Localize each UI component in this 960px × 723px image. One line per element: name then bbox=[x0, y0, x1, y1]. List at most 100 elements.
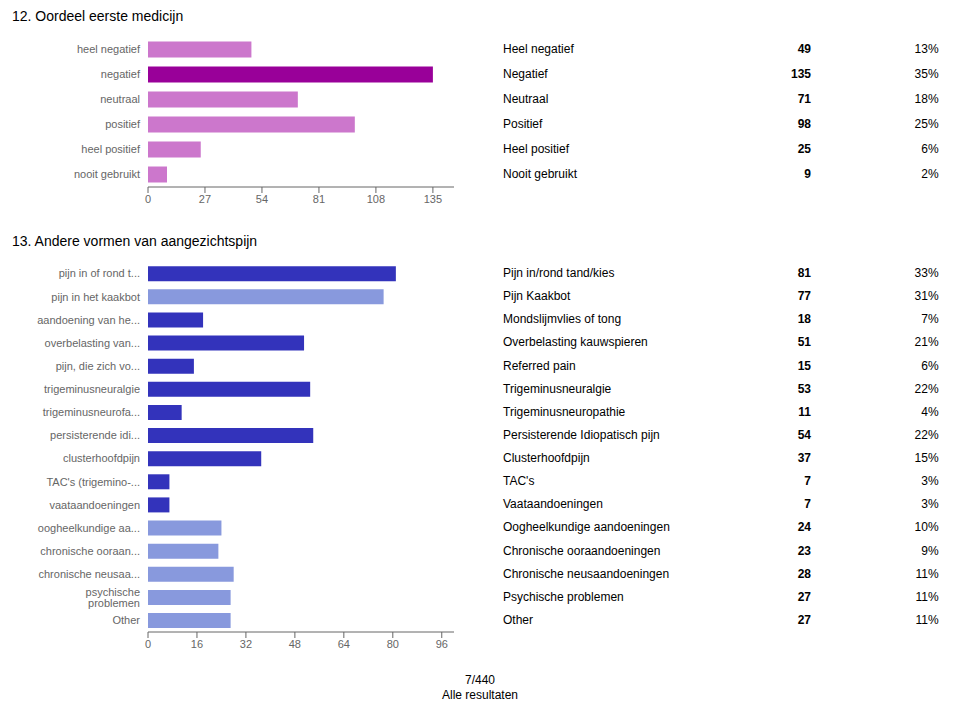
html-text:Neutraal: Neutraal bbox=[503, 92, 549, 106]
html-text:18: 18 bbox=[797, 312, 811, 327]
svg-text:108: 108 bbox=[367, 193, 385, 205]
html-text:13. Andere vormen van aangezic: 13. Andere vormen van aangezichtspijn bbox=[12, 233, 258, 249]
svg-text:vaataandoeningen: vaataandoeningen bbox=[49, 499, 140, 511]
svg-text:pijn in het kaakbot: pijn in het kaakbot bbox=[51, 291, 140, 303]
html-text:27: 27 bbox=[797, 589, 811, 604]
html-text:11%: 11% bbox=[915, 589, 939, 604]
svg-text:16: 16 bbox=[191, 638, 203, 650]
html-text:22%: 22% bbox=[914, 427, 939, 442]
svg-text:trigeminusneuralgie: trigeminusneuralgie bbox=[44, 383, 140, 395]
html-text:Trigeminusneuralgie: Trigeminusneuralgie bbox=[503, 381, 612, 396]
svg-text:aandoening van he...: aandoening van he... bbox=[37, 314, 140, 326]
html-text:31%: 31% bbox=[914, 289, 939, 304]
html-text:TAC's: TAC's bbox=[503, 474, 535, 489]
html-text:Pijn Kaakbot: Pijn Kaakbot bbox=[503, 289, 571, 304]
html-text:71: 71 bbox=[797, 92, 811, 106]
svg-text:0: 0 bbox=[145, 638, 151, 650]
html-text:Referred pain: Referred pain bbox=[503, 358, 576, 373]
svg-text:chronische neusaa...: chronische neusaa... bbox=[38, 568, 140, 580]
html-text:28: 28 bbox=[797, 566, 811, 581]
svg-text:54: 54 bbox=[256, 193, 268, 205]
html-text:18%: 18% bbox=[914, 92, 939, 106]
svg-text:psychischeproblemen: psychischeproblemen bbox=[86, 586, 140, 609]
html-text:77: 77 bbox=[797, 289, 811, 304]
html-text:54: 54 bbox=[797, 427, 811, 442]
html-text:21%: 21% bbox=[914, 335, 939, 350]
html-text:98: 98 bbox=[797, 117, 811, 131]
svg-text:135: 135 bbox=[424, 193, 442, 205]
html-text:Pijn in/rond tand/kies: Pijn in/rond tand/kies bbox=[503, 266, 615, 280]
svg-text:81: 81 bbox=[313, 193, 325, 205]
html-text:25: 25 bbox=[797, 142, 811, 156]
html-text:37: 37 bbox=[797, 451, 811, 465]
html-text:Vaataandoeningen: Vaataandoeningen bbox=[503, 497, 603, 512]
html-text:49: 49 bbox=[797, 42, 811, 56]
html-text:27: 27 bbox=[797, 612, 811, 627]
svg-text:positief: positief bbox=[105, 118, 141, 130]
html-text:Positief: Positief bbox=[503, 117, 543, 131]
svg-text:pijn, die zich vo...: pijn, die zich vo... bbox=[56, 360, 140, 372]
svg-text:persisterende idi...: persisterende idi... bbox=[50, 429, 140, 441]
html-text:Persisterende Idiopatisch pijn: Persisterende Idiopatisch pijn bbox=[503, 427, 660, 442]
html-text:25%: 25% bbox=[914, 117, 939, 131]
html-text:2%: 2% bbox=[921, 167, 939, 181]
svg-text:80: 80 bbox=[387, 638, 399, 650]
html-text:53: 53 bbox=[797, 381, 811, 396]
svg-text:heel positief: heel positief bbox=[81, 143, 141, 155]
html-text:Heel positief: Heel positief bbox=[503, 142, 569, 156]
svg-text:0: 0 bbox=[145, 193, 151, 205]
html-text:Trigeminusneuropathie: Trigeminusneuropathie bbox=[503, 404, 626, 419]
html-text:33%: 33% bbox=[914, 266, 939, 280]
svg-text:clusterhoofdpijn: clusterhoofdpijn bbox=[63, 452, 140, 464]
html-text:7/440: 7/440 bbox=[465, 673, 495, 687]
html-text:23: 23 bbox=[797, 543, 811, 558]
svg-text:64: 64 bbox=[338, 638, 350, 650]
html-text:15%: 15% bbox=[914, 451, 939, 465]
html-text:15: 15 bbox=[797, 358, 811, 373]
svg-text:Other: Other bbox=[112, 614, 140, 626]
svg-text:trigeminusneurofa...: trigeminusneurofa... bbox=[43, 406, 140, 418]
svg-text:TAC's (trigemino-...: TAC's (trigemino-... bbox=[46, 476, 140, 488]
html-text:Clusterhoofdpijn: Clusterhoofdpijn bbox=[503, 451, 590, 465]
svg-text:27: 27 bbox=[199, 193, 211, 205]
html-text:Psychische problemen: Psychische problemen bbox=[503, 589, 624, 604]
html-text:10%: 10% bbox=[914, 520, 939, 535]
svg-text:chronische ooraan...: chronische ooraan... bbox=[40, 545, 140, 557]
svg-text:48: 48 bbox=[289, 638, 301, 650]
html-text:6%: 6% bbox=[921, 142, 939, 156]
html-text:3%: 3% bbox=[921, 474, 939, 489]
svg-text:heel negatief: heel negatief bbox=[77, 43, 141, 55]
svg-text:nooit gebruikt: nooit gebruikt bbox=[74, 168, 140, 180]
svg-text:negatief: negatief bbox=[101, 68, 141, 80]
html-text:135: 135 bbox=[791, 67, 811, 81]
svg-text:overbelasting van...: overbelasting van... bbox=[45, 337, 140, 349]
html-text:9%: 9% bbox=[921, 543, 939, 558]
svg-text:pijn in of rond t...: pijn in of rond t... bbox=[59, 267, 140, 279]
html-text:35%: 35% bbox=[914, 67, 939, 81]
html-text:12. Oordeel eerste medicijn: 12. Oordeel eerste medicijn bbox=[12, 8, 184, 24]
svg-text:96: 96 bbox=[436, 638, 448, 650]
html-text:Heel negatief: Heel negatief bbox=[503, 42, 574, 56]
html-text:7%: 7% bbox=[921, 312, 939, 327]
html-text:13%: 13% bbox=[914, 42, 939, 56]
html-text:81: 81 bbox=[797, 266, 811, 280]
html-text:Oogheelkundige aandoeningen: Oogheelkundige aandoeningen bbox=[503, 520, 670, 535]
html-text:Chronische neusaandoeningen: Chronische neusaandoeningen bbox=[503, 566, 670, 581]
html-text:Chronische ooraandoeningen: Chronische ooraandoeningen bbox=[503, 543, 661, 558]
html-text:24: 24 bbox=[797, 520, 811, 535]
html-text:11%: 11% bbox=[915, 566, 939, 581]
html-text:Nooit gebruikt: Nooit gebruikt bbox=[503, 167, 577, 181]
html-text:11%: 11% bbox=[915, 612, 939, 627]
svg-text:oogheelkundige aa...: oogheelkundige aa... bbox=[38, 522, 140, 534]
html-text:6%: 6% bbox=[921, 358, 939, 373]
html-text:51: 51 bbox=[797, 335, 811, 350]
html-text:22%: 22% bbox=[914, 381, 939, 396]
html-text:Mondslijmvlies of tong: Mondslijmvlies of tong bbox=[503, 312, 622, 327]
html-text:Other: Other bbox=[503, 612, 533, 627]
html-text:4%: 4% bbox=[921, 404, 939, 419]
html-text:Overbelasting kauwspieren: Overbelasting kauwspieren bbox=[503, 335, 648, 350]
svg-text:32: 32 bbox=[240, 638, 252, 650]
html-text:3%: 3% bbox=[921, 497, 939, 512]
svg-text:neutraal: neutraal bbox=[100, 93, 140, 105]
html-text:Negatief: Negatief bbox=[503, 67, 548, 81]
